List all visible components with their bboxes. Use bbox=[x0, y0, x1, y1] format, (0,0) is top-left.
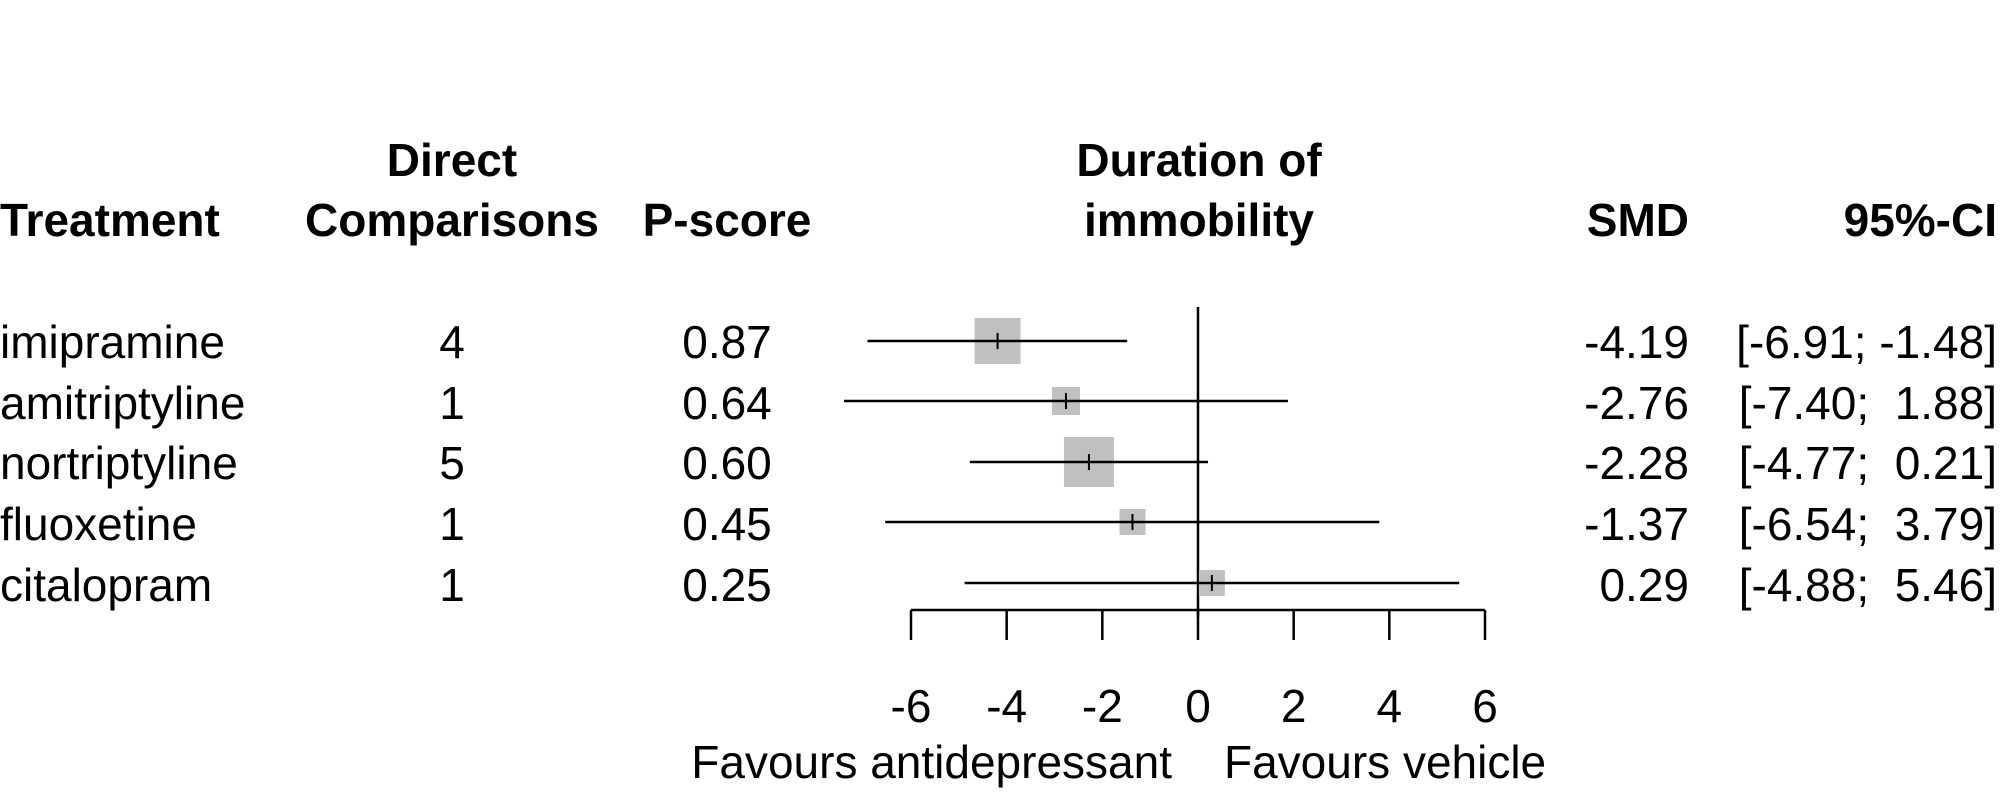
row-amitriptyline: amitriptyline 1 0.64 -2.76 [-7.40; 1.88] bbox=[0, 377, 1997, 429]
header-direct-line2: Comparisons bbox=[305, 194, 599, 246]
x-tick-label: 6 bbox=[1472, 680, 1498, 732]
favours-left-label: Favours antidepressant bbox=[691, 736, 1172, 788]
row-direct: 1 bbox=[439, 559, 465, 611]
row-pscore: 0.60 bbox=[682, 437, 772, 489]
x-tick-label: -2 bbox=[1082, 680, 1123, 732]
row-direct: 1 bbox=[439, 377, 465, 429]
row-pscore: 0.45 bbox=[682, 498, 772, 550]
row-pscore: 0.87 bbox=[682, 316, 772, 368]
header-treatment: Treatment bbox=[0, 194, 220, 246]
row-treatment: citalopram bbox=[0, 559, 212, 611]
x-tick-label: 2 bbox=[1281, 680, 1307, 732]
favours-right-label: Favours vehicle bbox=[1224, 736, 1546, 788]
row-treatment: amitriptyline bbox=[0, 377, 245, 429]
plot-area bbox=[844, 307, 1487, 640]
x-tick-label: -4 bbox=[986, 680, 1027, 732]
row-imipramine: imipramine 4 0.87 -4.19 [-6.91; -1.48] bbox=[0, 316, 1997, 368]
row-direct: 1 bbox=[439, 498, 465, 550]
header-smd: SMD bbox=[1587, 194, 1689, 246]
row-treatment: nortriptyline bbox=[0, 437, 238, 489]
row-treatment: imipramine bbox=[0, 316, 225, 368]
row-nortriptyline: nortriptyline 5 0.60 -2.28 [-4.77; 0.21] bbox=[0, 437, 1997, 489]
row-ci: [-4.77; 0.21] bbox=[1739, 437, 1997, 489]
row-ci: [-7.40; 1.88] bbox=[1739, 377, 1997, 429]
row-ci: [-6.54; 3.79] bbox=[1739, 498, 1997, 550]
header-outcome-line2: immobility bbox=[1084, 194, 1314, 246]
row-pscore: 0.64 bbox=[682, 377, 772, 429]
row-treatment: fluoxetine bbox=[0, 498, 197, 550]
x-axis-tick-labels: -6 -4 -2 0 2 4 6 bbox=[891, 680, 1498, 732]
x-tick-label: -6 bbox=[891, 680, 932, 732]
row-smd: -1.37 bbox=[1584, 498, 1689, 550]
row-pscore: 0.25 bbox=[682, 559, 772, 611]
header-pscore: P-score bbox=[643, 194, 812, 246]
row-direct: 4 bbox=[439, 316, 465, 368]
row-smd: -4.19 bbox=[1584, 316, 1689, 368]
x-tick-label: 4 bbox=[1377, 680, 1403, 732]
row-ci: [-4.88; 5.46] bbox=[1739, 559, 1997, 611]
row-direct: 5 bbox=[439, 437, 465, 489]
row-ci: [-6.91; -1.48] bbox=[1736, 316, 1997, 368]
header-direct-line1: Direct bbox=[387, 134, 517, 186]
row-smd: 0.29 bbox=[1599, 559, 1689, 611]
row-fluoxetine: fluoxetine 1 0.45 -1.37 [-6.54; 3.79] bbox=[0, 498, 1997, 550]
header-ci: 95%-CI bbox=[1844, 194, 1997, 246]
row-citalopram: citalopram 1 0.25 0.29 [-4.88; 5.46] bbox=[0, 559, 1997, 611]
row-smd: -2.28 bbox=[1584, 437, 1689, 489]
header-outcome-line1: Duration of bbox=[1076, 134, 1322, 186]
row-smd: -2.76 bbox=[1584, 377, 1689, 429]
x-tick-label: 0 bbox=[1185, 680, 1211, 732]
